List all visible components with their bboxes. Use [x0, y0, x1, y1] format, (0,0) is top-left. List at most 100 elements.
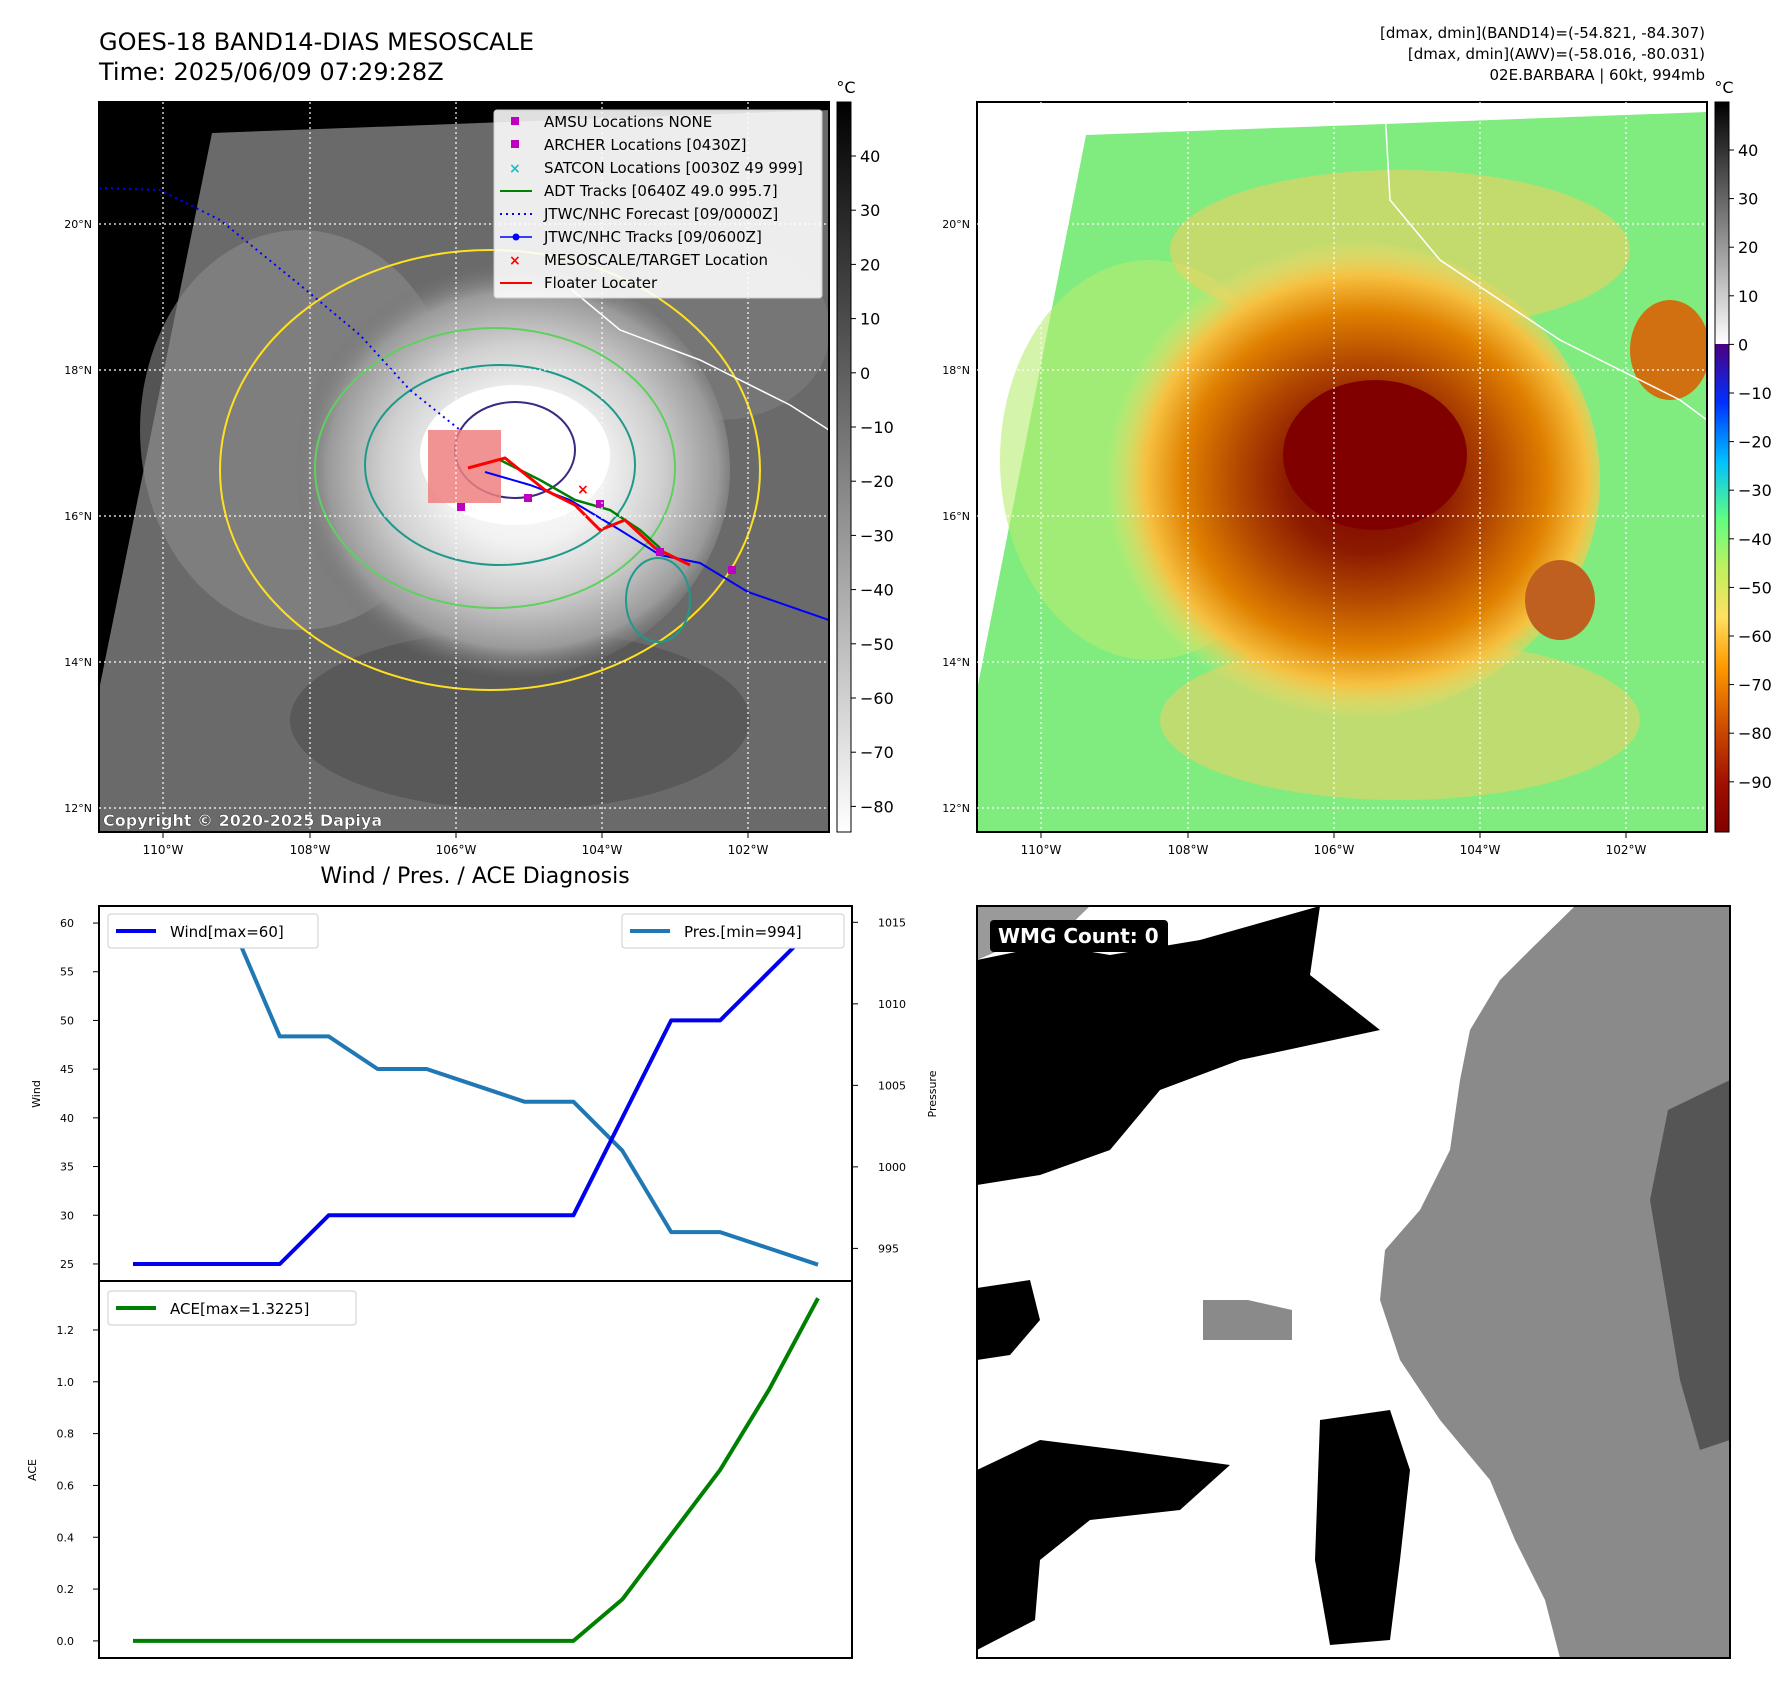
contour-green: [314, 327, 676, 609]
wind-axis-label: Wind: [30, 1080, 43, 1108]
cloud-band-south: [290, 630, 750, 810]
legend-adt: ADT Tracks [0640Z 49.0 995.7]: [544, 182, 778, 200]
legend-amsu-swatch: [511, 117, 519, 125]
cell-southeast: [1525, 560, 1595, 640]
colorbar-right-ticks: 40 30 20 10 0 −10 −20 −30 −40 −50 −60 −70 −80 −90: [1729, 141, 1772, 792]
pressure-legend-box: [621, 913, 845, 949]
ir-map-frame: [98, 101, 830, 833]
colorbar-tick-label: 30: [860, 201, 880, 220]
colorbar-tick-label: −30: [860, 526, 894, 545]
lat-tick-label: 14°N: [942, 656, 970, 669]
map-gridlines: 110°W 108°W 106°W 104°W 102°W 20°N 18°N 16°N 14°…: [942, 102, 1707, 857]
colorbar-tick-label: −70: [1738, 676, 1772, 695]
colorbar-tick-label: −10: [860, 418, 894, 437]
jtwc-forecast-line: [99, 187, 461, 431]
legend-archer: ARCHER Locations [0430Z]: [544, 136, 747, 154]
lon-tick-label: 110°W: [143, 843, 184, 857]
lon-tick-label: 110°W: [1021, 843, 1062, 857]
lon-tick-label: 102°W: [728, 843, 769, 857]
colorbar-tick-label: −60: [860, 689, 894, 708]
wind-axis: 60 55 50 45 40 35 30 25: [60, 917, 99, 1271]
axis-tick-label: 0.2: [57, 1583, 75, 1596]
coastline: [1384, 109, 1707, 421]
wind-legend: Wind[max=60]: [170, 923, 284, 941]
colorbar-tick-label: −70: [860, 743, 894, 762]
ace-legend: ACE[max=1.3225]: [170, 1300, 309, 1318]
archer-marker: [457, 503, 465, 511]
lon-tick-label: 106°W: [436, 843, 477, 857]
map-legend: AMSU Locations NONE ARCHER Locations [04…: [493, 109, 823, 299]
cell-northeast: [1630, 300, 1707, 400]
axis-tick-label: 35: [60, 1161, 74, 1174]
colorbar-tick-label: 40: [1738, 141, 1758, 160]
axis-tick-label: 0.4: [57, 1531, 75, 1544]
colorbar-tick-label: 20: [1738, 238, 1758, 257]
lat-tick-label: 16°N: [64, 510, 92, 523]
axis-tick-label: 1005: [878, 1079, 906, 1092]
axis-tick-label: 60: [60, 917, 74, 930]
adt-track-line: [499, 458, 661, 549]
colorbar-tick-label: 40: [860, 147, 880, 166]
colorbar-tick-label: −30: [1738, 481, 1772, 500]
axis-tick-label: 0.6: [57, 1479, 75, 1492]
legend-amsu: AMSU Locations NONE: [544, 113, 712, 131]
lon-tick-label: 104°W: [1460, 843, 1501, 857]
colorbar-tick-label: 10: [1738, 287, 1758, 306]
colorbar-right-color: [1715, 344, 1729, 832]
colorbar-right-frame: [1714, 101, 1730, 833]
lon-tick-label: 108°W: [1168, 843, 1209, 857]
axis-tick-label: 25: [60, 1258, 74, 1271]
axis-tick-label: 995: [878, 1242, 899, 1255]
legend-floater: Floater Locater: [544, 274, 658, 292]
archer-marker: [524, 494, 532, 502]
legend-forecast: JTWC/NHC Forecast [09/0000Z]: [543, 205, 778, 223]
wmg-region-gray-patch: [1203, 1300, 1292, 1340]
wmg-region-dark: [1650, 1080, 1730, 1450]
axis-tick-label: 1.0: [57, 1376, 75, 1389]
lon-tick-label: 106°W: [1314, 843, 1355, 857]
colorbar-right-gray: [1715, 102, 1729, 344]
lat-tick-label: 20°N: [942, 218, 970, 231]
lat-tick-label: 16°N: [942, 510, 970, 523]
colorbar-right: °C: [1714, 78, 1734, 833]
wmg-region-black: [977, 906, 1380, 1185]
wmg-label-box: [990, 920, 1168, 952]
colorbar-tick-label: −50: [1738, 578, 1772, 597]
pressure-legend: Pres.[min=994]: [684, 923, 802, 941]
color-map-frame: [976, 101, 1708, 833]
colorbar-left: °C: [836, 78, 856, 833]
wmg-region-gray: [1380, 906, 1730, 1658]
lat-tick-label: 20°N: [64, 218, 92, 231]
axis-tick-label: 1015: [878, 916, 906, 929]
colorbar-left-unit: °C: [836, 78, 855, 97]
info-storm: 02E.BARBARA | 60kt, 994mb: [1490, 66, 1705, 84]
color-map-panel: [977, 102, 1707, 832]
legend-box: [493, 109, 823, 299]
legend-satcon-swatch: ×: [509, 161, 521, 177]
wmg-region-black: [977, 1280, 1040, 1360]
storm-core-color: [1283, 380, 1467, 530]
copyright-label: Copyright © 2020-2025 Dapiya: [103, 811, 382, 830]
ace-axis: 1.2 1.0 0.8 0.6 0.4 0.2 0.0: [57, 1324, 99, 1648]
axis-tick-label: 50: [60, 1014, 74, 1027]
pressure-series-line: [133, 920, 819, 1267]
lat-tick-label: 14°N: [64, 656, 92, 669]
wmg-region-black: [1315, 1410, 1410, 1645]
lon-tick-label: 108°W: [290, 843, 331, 857]
axis-tick-label: 1000: [878, 1161, 906, 1174]
figure-title: GOES-18 BAND14-DIAS MESOSCALE: [99, 28, 534, 56]
colorbar-tick-label: −20: [860, 472, 894, 491]
legend-mesoscale-swatch: ×: [509, 253, 521, 269]
colorbar-tick-label: −20: [1738, 433, 1772, 452]
ace-series-line: [133, 1297, 820, 1643]
contour-south-island: [625, 557, 691, 643]
wmg-frame: [976, 905, 1731, 1659]
axis-tick-label: 1010: [878, 998, 906, 1011]
archer-marker: [596, 500, 604, 508]
diagnosis-title: Wind / Pres. / ACE Diagnosis: [320, 864, 629, 889]
mesoscale-target-box: [428, 430, 501, 503]
colorbar-tick-label: 10: [860, 310, 880, 329]
lat-tick-label: 18°N: [64, 364, 92, 377]
info-band14: [dmax, dmin](BAND14)=(-54.821, -84.307): [1380, 24, 1705, 42]
